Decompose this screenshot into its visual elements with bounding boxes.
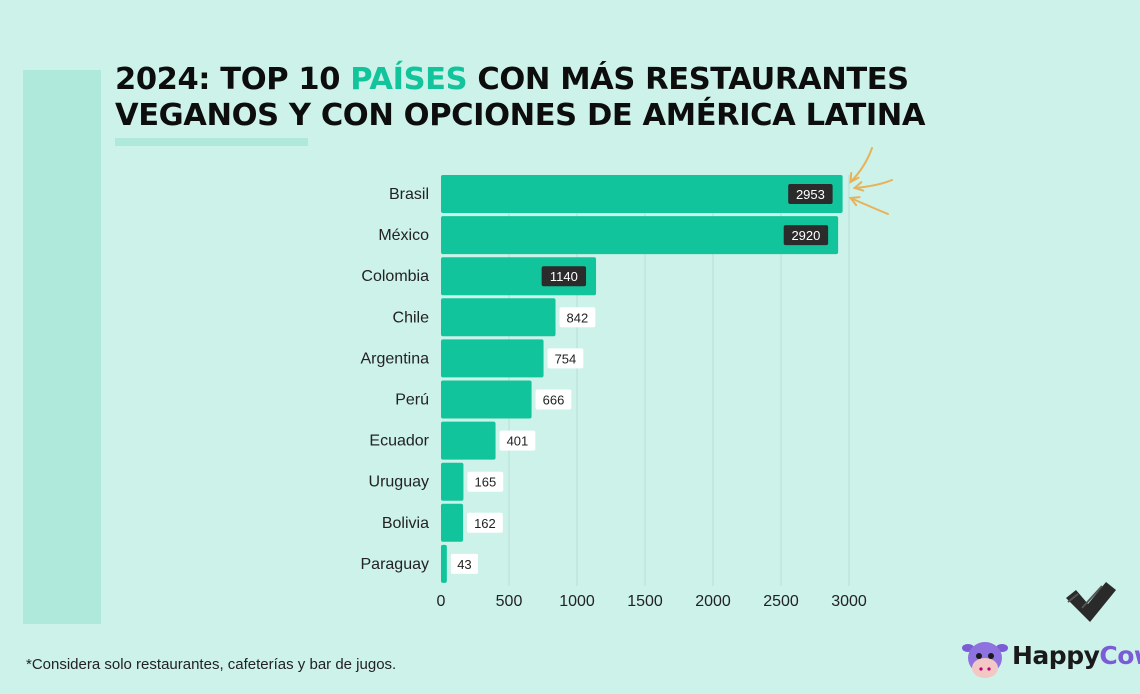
category-label: Bolivia <box>382 515 429 532</box>
category-label: Uruguay <box>369 474 429 491</box>
x-tick-label: 1000 <box>559 593 595 610</box>
category-label: Brasil <box>389 186 429 203</box>
happycow-logo: HappyCow <box>960 634 1140 686</box>
x-tick-label: 3000 <box>831 593 867 610</box>
title-line2: VEGANOS Y CON OPCIONES DE AMÉRICA LATINA <box>115 98 926 133</box>
bar <box>441 503 464 542</box>
x-tick-label: 0 <box>437 593 446 610</box>
category-label: Chile <box>393 309 430 326</box>
data-label: 842 <box>567 310 589 325</box>
data-label-box <box>535 389 572 410</box>
data-label-box <box>467 471 504 492</box>
x-tick-label: 2000 <box>695 593 731 610</box>
title-part1: 2024: TOP 10 <box>115 62 351 97</box>
x-tick-label: 1500 <box>627 593 663 610</box>
bar <box>441 298 556 337</box>
decorative-stripe <box>23 70 101 624</box>
annotation-arrowhead <box>852 181 865 192</box>
data-label-box <box>541 266 587 287</box>
category-label: Argentina <box>361 350 430 367</box>
annotation-arrow <box>853 179 893 189</box>
logo-text: HappyCow <box>1012 641 1140 670</box>
data-label: 165 <box>474 475 496 490</box>
bar <box>441 544 447 583</box>
bar <box>441 462 464 501</box>
data-label-box <box>450 553 479 574</box>
bar <box>441 216 839 255</box>
category-label: Perú <box>395 392 429 409</box>
x-tick-label: 2500 <box>763 593 799 610</box>
data-label-box <box>467 512 503 533</box>
data-label: 666 <box>543 393 565 408</box>
heart-check-icon <box>1066 582 1116 622</box>
cow-icon <box>962 642 1008 678</box>
x-tick-label: 500 <box>496 593 523 610</box>
annotation-arrowhead <box>848 196 861 207</box>
annotation-arrowhead <box>849 172 860 184</box>
title-part2: CON MÁS RESTAURANTES <box>467 62 909 97</box>
bar <box>441 380 532 419</box>
data-label: 754 <box>555 351 577 366</box>
data-label: 401 <box>507 434 529 449</box>
annotation-arrow <box>849 197 889 215</box>
category-label: Paraguay <box>361 556 430 573</box>
bar-chart: 0 500 1000 1500 2000 2500 3000 Brasil 2953 México… <box>361 147 893 610</box>
footnote: *Considera solo restaurantes, cafeterías… <box>26 656 397 673</box>
category-label: Ecuador <box>369 433 429 450</box>
data-label: 43 <box>457 557 471 572</box>
data-label-box <box>547 348 584 369</box>
annotation-arrow <box>849 147 873 183</box>
chart-title: 2024: TOP 10 PAÍSES CON MÁS RESTAURANTES… <box>115 62 926 134</box>
title-underline <box>115 138 308 146</box>
title-highlight: PAÍSES <box>350 62 468 97</box>
data-label: 1140 <box>550 269 578 284</box>
data-label-box <box>499 430 536 451</box>
data-label-box <box>788 184 833 204</box>
data-label: 2920 <box>791 228 820 243</box>
data-label: 2953 <box>796 187 825 202</box>
data-label-box <box>783 225 829 246</box>
bar <box>441 421 496 460</box>
data-label: 162 <box>474 516 496 531</box>
data-label-box <box>559 307 596 328</box>
bar <box>441 339 544 378</box>
bar <box>441 175 843 213</box>
category-label: Colombia <box>361 268 429 285</box>
category-label: México <box>378 227 429 244</box>
